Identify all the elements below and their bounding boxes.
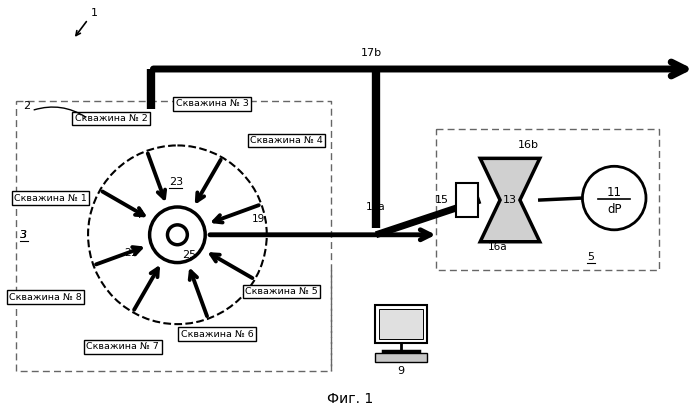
Text: 3: 3 xyxy=(20,230,27,240)
Text: 9: 9 xyxy=(397,366,404,376)
Text: 3: 3 xyxy=(20,230,27,240)
Bar xyxy=(456,182,478,217)
Text: 19: 19 xyxy=(252,214,265,224)
Text: Фиг. 1: Фиг. 1 xyxy=(327,392,373,406)
Bar xyxy=(379,309,423,339)
Text: Скважина № 5: Скважина № 5 xyxy=(245,287,318,296)
Text: Скважина № 1: Скважина № 1 xyxy=(14,194,87,203)
Text: 1: 1 xyxy=(91,8,98,18)
Text: 25: 25 xyxy=(182,249,196,260)
Text: 16b: 16b xyxy=(518,141,539,150)
Text: Скважина № 3: Скважина № 3 xyxy=(175,99,249,108)
Text: dP: dP xyxy=(607,203,621,217)
Text: 2: 2 xyxy=(24,101,31,111)
Text: 17b: 17b xyxy=(361,48,382,58)
Text: Скважина № 2: Скважина № 2 xyxy=(75,114,147,123)
Text: Скважина № 6: Скважина № 6 xyxy=(181,330,254,339)
Text: 5: 5 xyxy=(587,252,594,262)
Text: Скважина № 7: Скважина № 7 xyxy=(87,342,159,351)
Polygon shape xyxy=(480,158,540,242)
Text: 21: 21 xyxy=(124,248,137,258)
Text: Скважина № 8: Скважина № 8 xyxy=(9,293,82,302)
Text: 17a: 17a xyxy=(366,202,386,212)
Circle shape xyxy=(582,166,646,230)
Bar xyxy=(375,305,426,343)
Text: 7: 7 xyxy=(136,210,143,220)
Text: 11: 11 xyxy=(607,186,621,199)
Text: 23: 23 xyxy=(169,177,184,187)
Text: 15: 15 xyxy=(435,195,449,205)
Bar xyxy=(375,353,426,362)
Circle shape xyxy=(168,225,187,245)
Text: Скважина № 4: Скважина № 4 xyxy=(250,136,323,145)
Text: 16a: 16a xyxy=(488,242,507,252)
Text: 13: 13 xyxy=(503,195,517,205)
